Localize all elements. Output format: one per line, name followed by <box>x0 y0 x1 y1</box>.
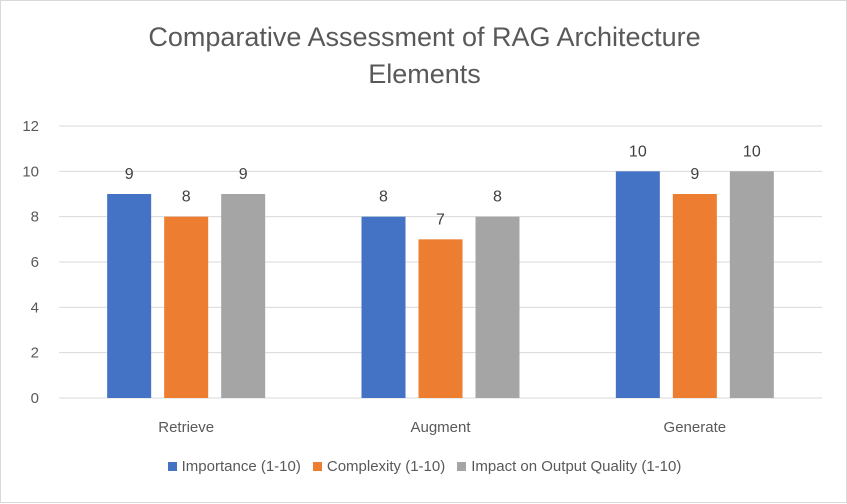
bar <box>107 194 152 398</box>
data-label: 8 <box>493 189 502 206</box>
bar <box>164 216 209 398</box>
legend-item: Importance (1-10) <box>167 458 301 475</box>
chart-title-line-2: Elements <box>368 59 481 89</box>
data-label: 10 <box>743 143 761 160</box>
chart-title-line-1: Comparative Assessment of RAG Architectu… <box>148 22 701 52</box>
data-label: 9 <box>690 166 699 183</box>
chart-title: Comparative Assessment of RAG Architectu… <box>1 19 847 93</box>
x-tick-label: Augment <box>410 419 471 436</box>
bar <box>475 216 520 398</box>
data-label: 7 <box>436 211 445 228</box>
bar <box>729 171 774 398</box>
bar <box>615 171 660 398</box>
y-tick-label: 10 <box>22 163 39 180</box>
legend-label: Complexity (1-10) <box>326 458 446 475</box>
y-tick-label: 2 <box>31 345 39 362</box>
bar <box>418 239 463 398</box>
y-tick-label: 8 <box>31 209 39 226</box>
bar <box>221 194 266 398</box>
data-label: 8 <box>379 189 388 206</box>
data-label: 10 <box>629 143 647 160</box>
y-tick-label: 6 <box>31 254 39 271</box>
legend-label: Importance (1-10) <box>181 458 301 475</box>
legend-label: Impact on Output Quality (1-10) <box>471 458 682 475</box>
legend: Importance (1-10) Complexity (1-10) Impact… <box>1 458 847 475</box>
legend-item: Complexity (1-10) <box>312 458 446 475</box>
data-label: 8 <box>182 189 191 206</box>
legend-swatch <box>167 462 177 471</box>
bar <box>672 194 717 398</box>
data-label: 9 <box>125 166 134 183</box>
y-tick-label: 0 <box>31 390 39 407</box>
legend-item: Impact on Output Quality (1-10) <box>457 458 681 475</box>
y-tick-label: 4 <box>31 299 39 316</box>
x-tick-label: Retrieve <box>158 419 214 436</box>
y-tick-label: 12 <box>22 118 39 135</box>
legend-swatch <box>312 462 322 471</box>
x-tick-label: Generate <box>664 419 727 436</box>
bar <box>361 216 406 398</box>
legend-swatch <box>457 462 467 471</box>
data-label: 9 <box>239 166 248 183</box>
